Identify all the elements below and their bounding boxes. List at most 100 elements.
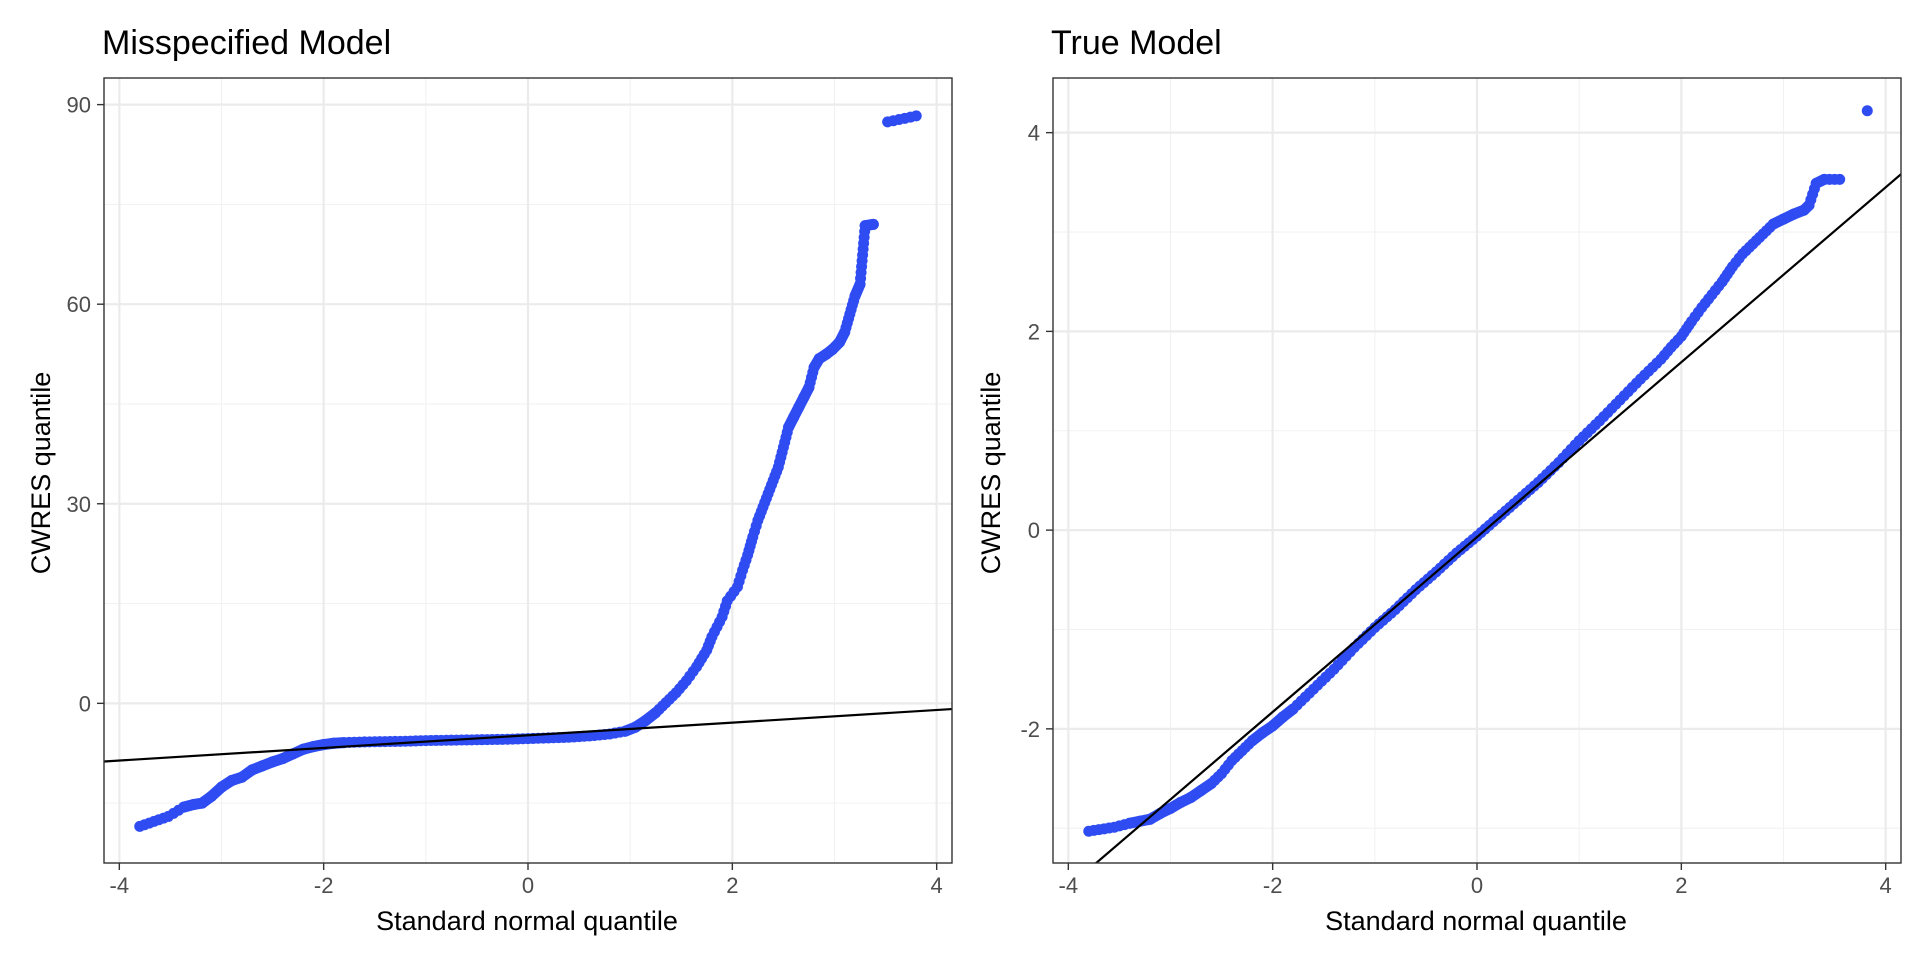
data-point <box>307 741 319 753</box>
data-point <box>1532 476 1544 488</box>
data-point <box>762 488 774 500</box>
data-point <box>1810 177 1822 189</box>
data-point <box>859 220 871 232</box>
x-tick-label: -4 <box>1059 873 1079 898</box>
y-tick-label: 0 <box>1028 518 1040 543</box>
data-point <box>246 764 258 776</box>
data-point <box>826 343 838 355</box>
x-tick-label: 4 <box>1880 873 1892 898</box>
data-point <box>563 731 575 743</box>
data-point <box>660 697 672 709</box>
data-point <box>629 721 641 733</box>
data-point <box>1818 173 1830 185</box>
x-tick-label: -4 <box>110 873 130 898</box>
data-point <box>619 725 631 737</box>
data-point <box>196 797 208 809</box>
data-point <box>1277 711 1289 723</box>
data-point <box>793 401 805 413</box>
data-point <box>716 611 728 623</box>
data-point <box>1834 173 1846 185</box>
data-point <box>752 514 764 526</box>
data-point <box>1757 228 1769 240</box>
data-point <box>1665 341 1677 353</box>
data-point <box>1267 720 1279 732</box>
x-tick-label: -2 <box>1263 873 1283 898</box>
data-point <box>1195 784 1207 796</box>
data-point <box>854 278 866 290</box>
x-tick-label: 0 <box>522 873 534 898</box>
y-tick-label: 30 <box>67 492 91 517</box>
data-point <box>1348 641 1360 653</box>
data-point <box>650 707 662 719</box>
data-point <box>680 675 692 687</box>
x-tick-label: 2 <box>1675 873 1687 898</box>
data-point <box>844 308 856 320</box>
y-tick-label: 0 <box>79 691 91 716</box>
data-point <box>1144 813 1156 825</box>
data-point <box>226 775 238 787</box>
data-point <box>910 110 922 122</box>
data-point <box>1083 825 1095 837</box>
data-point <box>834 336 846 348</box>
data-point <box>1675 330 1687 342</box>
data-point <box>691 661 703 673</box>
data-point <box>1696 302 1708 314</box>
data-point <box>1164 802 1176 814</box>
data-point <box>839 326 851 338</box>
data-point <box>788 411 800 423</box>
data-point <box>1706 289 1718 301</box>
data-point <box>1205 778 1217 790</box>
data-point <box>767 474 779 486</box>
data-point <box>178 801 190 813</box>
data-point <box>808 361 820 373</box>
data-point <box>737 564 749 576</box>
data-point <box>205 790 217 802</box>
data-point <box>803 381 815 393</box>
y-tick-label: 4 <box>1028 121 1040 146</box>
data-point <box>481 734 493 746</box>
reference-line <box>104 707 952 763</box>
data-points <box>134 110 922 832</box>
y-tick-label: -2 <box>1020 717 1040 742</box>
data-point <box>1655 353 1667 365</box>
data-point <box>1226 755 1238 767</box>
data-point <box>1788 208 1800 220</box>
grid <box>1053 78 1901 863</box>
y-axis-label: CWRES quantile <box>26 372 56 575</box>
data-point <box>731 581 743 593</box>
data-point <box>1389 604 1401 616</box>
x-tick-label: 0 <box>1471 873 1483 898</box>
panel-title: True Model <box>1051 24 1222 62</box>
x-tick-label: -2 <box>314 873 334 898</box>
data-point <box>1861 105 1873 117</box>
data-point <box>134 820 146 832</box>
data-point <box>277 753 289 765</box>
data-point <box>1124 817 1136 829</box>
data-point <box>162 810 174 822</box>
data-point <box>267 756 279 768</box>
panel-misspecified-model: Misspecified Model Standard normal quant… <box>26 24 953 936</box>
data-point <box>1175 796 1187 808</box>
data-point <box>1108 821 1120 833</box>
data-point <box>1287 703 1299 715</box>
y-tick-label: 90 <box>67 93 91 118</box>
data-point <box>1236 745 1248 757</box>
panel-title: Misspecified Model <box>102 24 391 62</box>
data-point <box>1216 768 1228 780</box>
data-point <box>328 737 340 749</box>
y-tick-label: 2 <box>1028 319 1040 344</box>
data-point <box>256 760 268 772</box>
data-point <box>742 549 754 561</box>
data-point <box>215 781 227 793</box>
data-point <box>1778 213 1790 225</box>
reference-line <box>1094 173 1901 863</box>
data-point <box>1308 683 1320 695</box>
panel-true-model: True Model Standard normal quantile CWRE… <box>976 24 1902 936</box>
data-point <box>1185 791 1197 803</box>
grid <box>104 78 952 863</box>
data-point <box>867 218 879 230</box>
data-point <box>783 421 795 433</box>
data-point <box>1634 373 1646 385</box>
data-point <box>1767 218 1779 230</box>
data-point <box>1803 199 1815 211</box>
